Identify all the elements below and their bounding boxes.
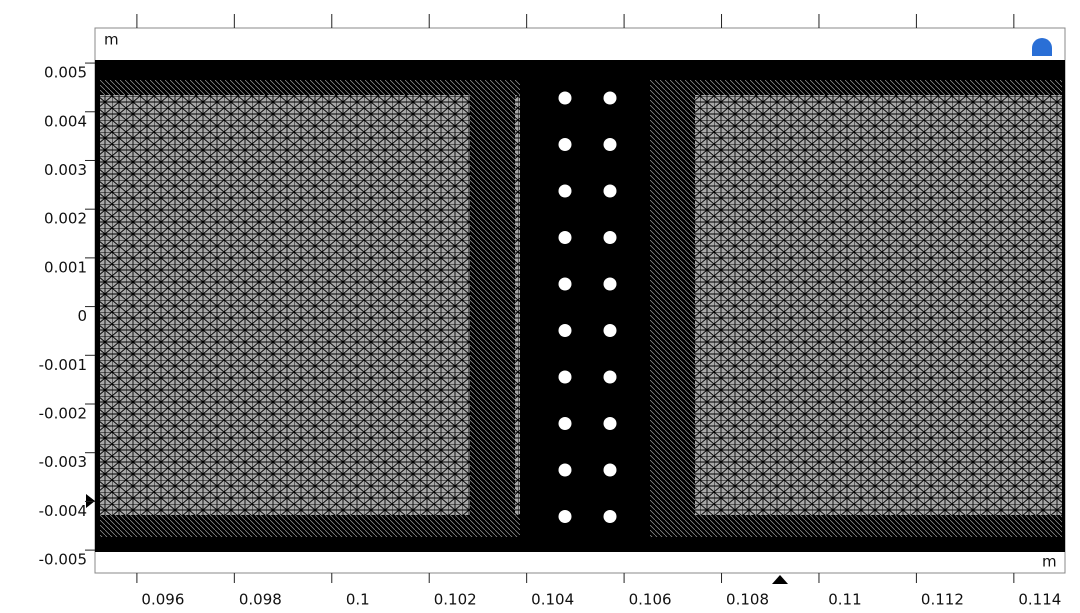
mesh-right-edge — [650, 80, 1062, 95]
hole — [558, 370, 572, 384]
hole — [603, 463, 617, 477]
y-tick-label: 0 — [77, 307, 87, 325]
mesh-right-edge — [650, 515, 1062, 537]
x-tick-label: 0.1 — [346, 591, 370, 609]
mesh-left — [100, 95, 520, 515]
x-marker — [772, 575, 788, 584]
hole — [603, 370, 617, 384]
hole — [558, 417, 572, 430]
mesh-left-edge — [100, 80, 520, 95]
holes — [558, 91, 617, 523]
hole — [603, 277, 617, 291]
x-tick-label: 0.11 — [828, 591, 861, 609]
hole — [603, 324, 617, 337]
hole — [558, 277, 572, 291]
y-tick-label: 0.004 — [44, 112, 87, 130]
x-tick-label: 0.112 — [921, 591, 964, 609]
y-tick-label: -0.003 — [39, 453, 87, 471]
x-tick-label: 0.114 — [1018, 591, 1061, 609]
y-tick-label: 0.002 — [44, 210, 87, 228]
hole — [558, 231, 572, 244]
hole — [558, 324, 572, 337]
hole — [603, 231, 617, 244]
y-tick-label: 0.003 — [44, 161, 87, 179]
x-tick-label: 0.098 — [239, 591, 282, 609]
y-tick-label: 0.005 — [44, 64, 87, 82]
hole — [603, 138, 617, 151]
view-icon — [1032, 38, 1052, 56]
x-tick-label: 0.106 — [629, 591, 672, 609]
x-tick-label: 0.108 — [726, 591, 769, 609]
y-tick-label: 0.001 — [44, 258, 87, 276]
mesh-right — [650, 95, 1062, 515]
hole — [558, 138, 572, 151]
mesh-right-edge — [650, 95, 695, 515]
x-tick-label: 0.104 — [531, 591, 574, 609]
x-tick-label: 0.096 — [141, 591, 184, 609]
hole — [558, 91, 572, 105]
mesh-left-edge — [100, 515, 520, 537]
hole — [558, 510, 572, 523]
x-unit: m — [1042, 553, 1057, 571]
y-tick-label: -0.001 — [39, 356, 87, 374]
hole — [558, 184, 572, 198]
hole — [603, 510, 617, 523]
y-tick-label: -0.004 — [39, 502, 87, 520]
hole — [558, 463, 572, 477]
hole — [603, 91, 617, 105]
x-tick-label: 0.102 — [434, 591, 477, 609]
hole — [603, 184, 617, 198]
y-tick-label: -0.005 — [39, 551, 87, 569]
hole — [603, 417, 617, 430]
mesh-left-edge — [470, 95, 515, 515]
y-unit: m — [104, 31, 119, 49]
y-tick-label: -0.002 — [39, 404, 87, 422]
